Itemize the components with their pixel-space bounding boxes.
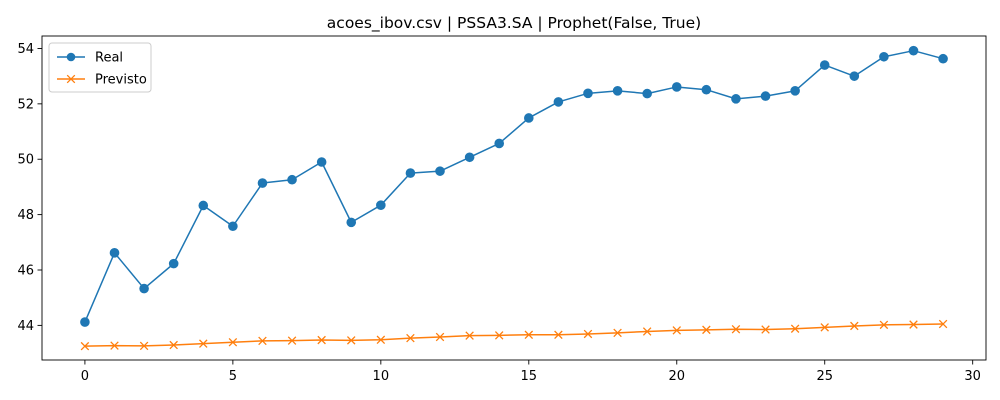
data-point-real (523, 113, 534, 123)
data-point-previsto (258, 336, 267, 346)
data-point-previsto (287, 336, 297, 345)
data-point-previsto (761, 325, 770, 334)
data-point-real (879, 51, 889, 62)
legend-label-real: Real (95, 51, 123, 66)
series-line-real (84, 49, 944, 323)
data-point-real (435, 166, 445, 176)
data-point-real (760, 91, 771, 101)
data-point-real (257, 178, 268, 188)
y-tick-label: 46 (17, 264, 34, 279)
data-point-previsto (790, 324, 800, 333)
data-point-real (316, 157, 327, 167)
data-point-previsto (820, 323, 829, 332)
legend: Real Previsto (48, 42, 152, 93)
x-tick-label: 0 (81, 369, 89, 384)
data-point-previsto (938, 319, 948, 329)
data-point-previsto (139, 341, 149, 351)
x-tick-label: 10 (373, 369, 390, 384)
data-point-real (938, 53, 948, 64)
data-point-previsto (524, 330, 534, 340)
data-point-previsto (80, 341, 90, 351)
data-point-real (376, 200, 386, 210)
data-point-previsto (702, 325, 711, 335)
data-point-previsto (317, 335, 326, 345)
series-previsto (80, 319, 948, 351)
data-point-real (553, 97, 564, 107)
data-point-real (228, 221, 238, 232)
x-tick-label: 30 (964, 369, 981, 384)
data-point-real (671, 82, 682, 92)
data-point-real (731, 94, 741, 104)
data-point-previsto (169, 340, 178, 350)
data-point-previsto (228, 338, 238, 347)
data-point-real (790, 86, 800, 96)
data-point-previsto (613, 328, 622, 338)
legend-marker-real (66, 52, 76, 62)
x-tick-label: 20 (668, 369, 685, 384)
x-tick-label: 5 (229, 369, 237, 384)
series-real (80, 45, 948, 327)
data-point-previsto (850, 321, 859, 331)
data-point-real (849, 71, 860, 81)
y-tick-label: 54 (17, 42, 34, 57)
data-point-previsto (346, 336, 356, 345)
data-point-previsto (110, 341, 119, 350)
series-line-previsto (84, 323, 944, 347)
data-point-previsto (465, 331, 474, 340)
data-point-real (819, 60, 830, 70)
data-point-real (701, 84, 712, 95)
data-point-previsto (435, 332, 445, 342)
chart-title: acoes_ibov.csv | PSSA3.SA | Prophet(Fals… (327, 14, 701, 33)
data-point-real (612, 86, 623, 96)
data-point-real (139, 283, 149, 294)
data-point-previsto (406, 333, 415, 343)
legend-label-previsto: Previsto (95, 73, 147, 88)
x-tick-label: 15 (521, 369, 538, 384)
y-tick-label: 52 (17, 97, 34, 112)
data-point-real (198, 200, 209, 211)
data-point-previsto (554, 330, 563, 340)
data-point-previsto (731, 325, 741, 334)
data-point-previsto (672, 326, 682, 335)
data-point-previsto (199, 339, 208, 348)
data-point-real (287, 174, 297, 185)
data-point-real (109, 248, 120, 258)
data-point-real (494, 138, 505, 149)
data-point-real (464, 152, 475, 163)
data-point-real (346, 217, 357, 228)
data-point-previsto (909, 320, 918, 329)
data-point-previsto (583, 329, 593, 339)
data-point-real (583, 88, 593, 99)
x-tick-label: 25 (816, 369, 833, 384)
data-point-previsto (376, 335, 386, 345)
y-tick-label: 50 (17, 153, 34, 168)
legend-marker-previsto (66, 74, 76, 84)
plot-frame (41, 35, 987, 361)
data-point-previsto (879, 320, 889, 330)
data-point-real (908, 45, 919, 56)
y-tick-label: 48 (17, 208, 34, 223)
data-point-real (642, 88, 652, 99)
data-point-real (405, 168, 416, 178)
data-point-real (80, 317, 90, 327)
data-point-previsto (642, 327, 652, 336)
y-tick-label: 44 (17, 319, 34, 334)
data-point-previsto (494, 331, 504, 340)
data-point-real (168, 258, 179, 269)
